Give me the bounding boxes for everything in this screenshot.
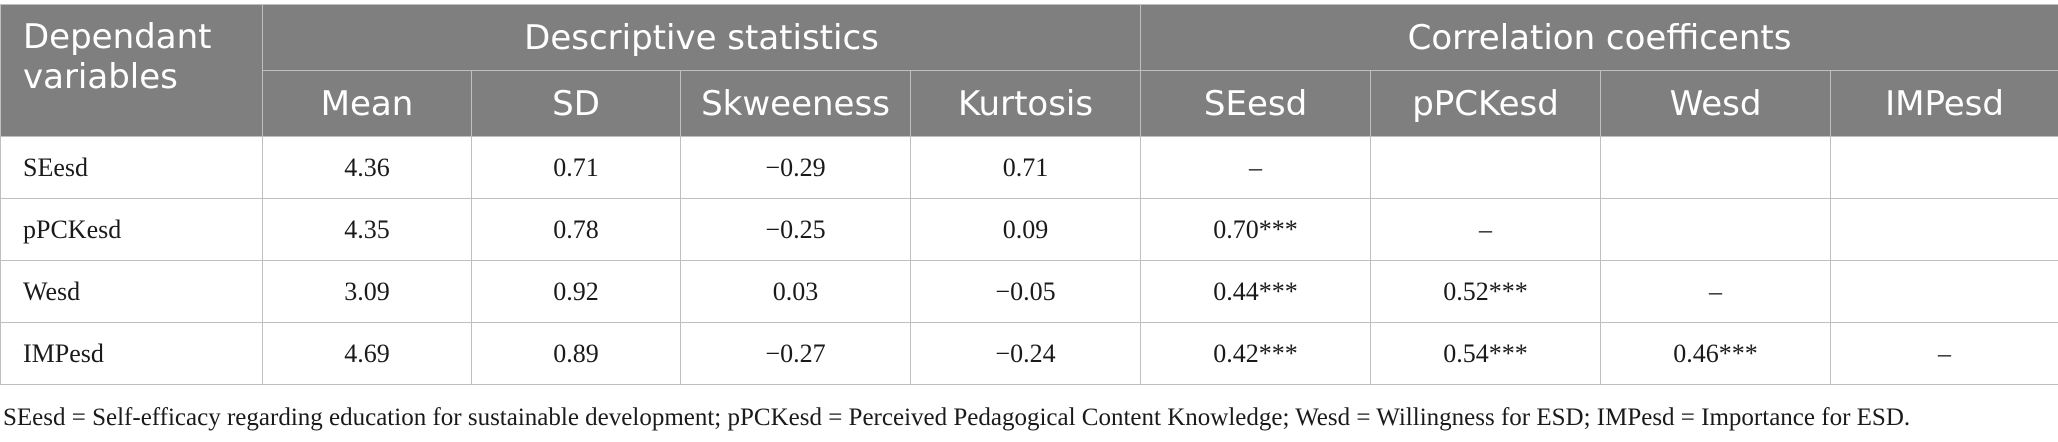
table-cell: –: [1140, 136, 1372, 199]
table-cell: [1600, 136, 1832, 199]
table-cell: −0.24: [909, 322, 1142, 385]
statistics-table: Dependant variables Descriptive statisti…: [0, 4, 2058, 385]
table-cell: [1370, 136, 1602, 199]
column-header: Wesd: [1600, 70, 1832, 137]
table-footnote: SEesd = Self-efficacy regarding educatio…: [3, 404, 1911, 431]
table-cell: 4.36: [262, 136, 472, 199]
column-header: Kurtosis: [909, 70, 1142, 137]
table-cell: –: [1830, 322, 2058, 385]
table-cell: −0.27: [680, 322, 911, 385]
table-cell: [1830, 198, 2058, 261]
row-label: SEesd: [0, 136, 263, 199]
table-cell: −0.05: [909, 260, 1142, 323]
column-header-row: Mean SD Skweeness Kurtosis SEesd pPCKesd…: [1, 70, 2058, 137]
group-header-row: Dependant variables Descriptive statisti…: [0, 4, 2058, 137]
row-label: pPCKesd: [0, 198, 263, 261]
table-cell: 0.09: [909, 198, 1142, 261]
table-cell: −0.25: [680, 198, 911, 261]
table-cell: 0.42***: [1140, 322, 1372, 385]
column-header: SEesd: [1140, 70, 1372, 137]
table-cell: –: [1370, 198, 1602, 261]
table-cell: 3.09: [262, 260, 472, 323]
table-cell: 0.54***: [1370, 322, 1602, 385]
row-label: IMPesd: [0, 322, 263, 385]
table-cell: 4.35: [262, 198, 472, 261]
table-cell: 0.78: [471, 198, 681, 261]
row-label: Wesd: [0, 260, 263, 323]
table-cell: 0.44***: [1140, 260, 1372, 323]
table-cell: 0.03: [680, 260, 911, 323]
group-header-correlation: Correlation coefficents: [1140, 4, 2058, 71]
column-header: SD: [471, 70, 681, 137]
table-cell: 0.46***: [1600, 322, 1832, 385]
table-cell: 0.92: [471, 260, 681, 323]
table-cell: –: [1600, 260, 1832, 323]
table-cell: 0.71: [909, 136, 1142, 199]
table-cell: [1600, 198, 1832, 261]
table-cell: 4.69: [262, 322, 472, 385]
table-row: pPCKesd 4.35 0.78 −0.25 0.09 0.70*** –: [0, 198, 2058, 261]
table-container: Dependant variables Descriptive statisti…: [0, 4, 2058, 385]
column-header: pPCKesd: [1370, 70, 1602, 137]
table-row: Wesd 3.09 0.92 0.03 −0.05 0.44*** 0.52**…: [0, 260, 2058, 323]
table-row: IMPesd 4.69 0.89 −0.27 −0.24 0.42*** 0.5…: [0, 322, 2058, 385]
table-cell: 0.71: [471, 136, 681, 199]
table-cell: 0.89: [471, 322, 681, 385]
table-cell: 0.52***: [1370, 260, 1602, 323]
column-header: IMPesd: [1830, 70, 2058, 137]
column-header: Skweeness: [680, 70, 911, 137]
column-header: Mean: [262, 70, 472, 137]
table-cell: [1830, 136, 2058, 199]
corner-header: Dependant variables: [0, 4, 263, 137]
table-cell: [1830, 260, 2058, 323]
table-cell: 0.70***: [1140, 198, 1372, 261]
table-row: SEesd 4.36 0.71 −0.29 0.71 –: [0, 136, 2058, 199]
table-cell: −0.29: [680, 136, 911, 199]
group-header-descriptive: Descriptive statistics: [261, 4, 1142, 71]
